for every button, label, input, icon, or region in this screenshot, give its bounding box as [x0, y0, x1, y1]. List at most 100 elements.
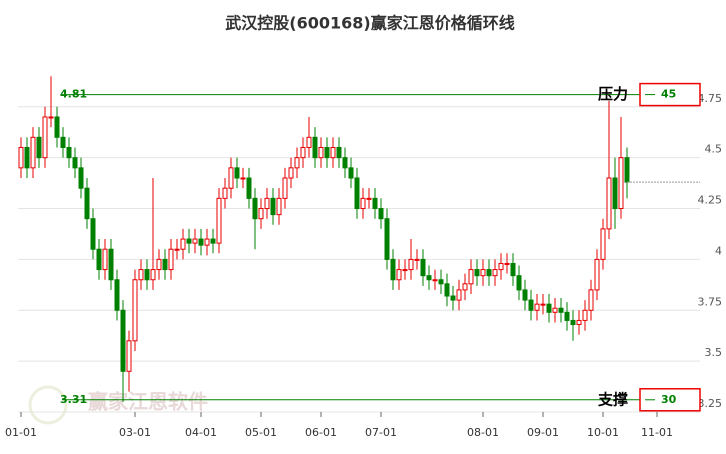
- x-tick-label: 01-01: [5, 426, 37, 439]
- cycle-box: [639, 388, 701, 412]
- candle-body: [354, 177, 360, 210]
- candle-body: [504, 262, 510, 265]
- candle-body: [432, 279, 438, 282]
- y-tick-label: 4.5: [705, 143, 723, 156]
- x-tick-label: 07-01: [365, 426, 397, 439]
- y-tick-label: 4: [715, 244, 722, 257]
- candle-body: [240, 177, 246, 180]
- x-tick-label: 08-01: [467, 426, 499, 439]
- y-tick-label: 4.25: [698, 194, 723, 207]
- y-tick-label: 3.75: [698, 295, 723, 308]
- candle-body: [342, 157, 348, 169]
- candle-body: [300, 146, 306, 159]
- level-name: 支撑: [597, 390, 628, 408]
- candle-body: [90, 218, 96, 250]
- candle-body: [582, 309, 588, 321]
- candle-body: [600, 228, 606, 260]
- cycle-value: 30: [661, 393, 677, 406]
- candle-body: [132, 279, 138, 342]
- watermark-logo: [28, 385, 68, 425]
- x-tick-label: 03-01: [119, 426, 151, 439]
- candle-body: [234, 167, 240, 179]
- candle-body: [312, 136, 318, 159]
- candle-body: [150, 269, 156, 281]
- candle-body: [228, 167, 234, 189]
- candle-body: [594, 258, 600, 291]
- candle-body: [528, 299, 534, 311]
- candle-body: [462, 283, 468, 291]
- x-tick-label: 11-01: [641, 426, 673, 439]
- candle-body: [84, 187, 90, 220]
- candle-body: [156, 258, 162, 271]
- candle-body: [540, 303, 546, 306]
- candle-body: [306, 136, 312, 148]
- candle-body: [264, 197, 270, 210]
- candle-body: [390, 258, 396, 281]
- candle-body: [360, 197, 366, 210]
- candle-body: [186, 238, 192, 244]
- x-tick-label: 06-01: [305, 426, 337, 439]
- candle-body: [330, 146, 336, 159]
- candle-body: [204, 238, 210, 246]
- candle-body: [336, 146, 342, 159]
- candle-body: [606, 177, 612, 230]
- candle-body: [222, 187, 228, 199]
- candle-body: [486, 269, 492, 277]
- candle-body: [480, 269, 486, 277]
- candle-body: [108, 248, 114, 281]
- candle-body: [258, 208, 264, 220]
- candle-body: [414, 258, 420, 261]
- candle-body: [426, 275, 432, 281]
- candle-body: [216, 197, 222, 244]
- candle-body: [162, 258, 168, 271]
- candle-body: [174, 248, 180, 251]
- cycle-box: [639, 82, 701, 107]
- candle-body: [534, 303, 540, 311]
- candle-body: [96, 248, 102, 271]
- x-tick-label: 10-01: [587, 426, 619, 439]
- candle-body: [612, 177, 618, 210]
- candle-body: [624, 157, 630, 183]
- candle-body: [618, 157, 624, 210]
- candle-body: [522, 289, 528, 301]
- candle-body: [576, 319, 582, 326]
- candle-body: [588, 289, 594, 311]
- candle-body: [282, 177, 288, 199]
- candle-body: [276, 197, 282, 216]
- candle-body: [24, 146, 30, 169]
- candle-body: [396, 269, 402, 281]
- candle-body: [552, 307, 558, 313]
- candle-body: [30, 136, 36, 169]
- candle-body: [378, 208, 384, 220]
- candle-body: [60, 136, 66, 148]
- candle-body: [270, 197, 276, 216]
- candle-body: [456, 289, 462, 301]
- candle-body: [408, 258, 414, 271]
- y-tick-label: 3.25: [698, 397, 723, 410]
- x-tick-label: 04-01: [185, 426, 217, 439]
- candle-body: [180, 238, 186, 250]
- candle-body: [318, 146, 324, 159]
- candle-body: [288, 167, 294, 179]
- candle-body: [546, 303, 552, 313]
- candle-body: [114, 279, 120, 311]
- level-value: 4.81: [60, 88, 87, 101]
- y-tick-label: 3.5: [705, 346, 723, 359]
- candle-body: [468, 269, 474, 285]
- candle-body: [324, 146, 330, 159]
- level-value: 3.31: [60, 393, 87, 406]
- candle-body: [516, 275, 522, 291]
- candle-body: [474, 269, 480, 277]
- candle-body: [36, 136, 42, 159]
- candle-body: [78, 167, 84, 189]
- cycle-value: 45: [661, 88, 676, 101]
- candle-body: [570, 319, 576, 326]
- candle-body: [450, 295, 456, 301]
- candle-body: [558, 307, 564, 313]
- x-tick-label: 09-01: [527, 426, 559, 439]
- candle-body: [210, 238, 216, 244]
- candle-body: [144, 269, 150, 281]
- candle-body: [564, 311, 570, 321]
- watermark: 赢家江恩软件: [88, 390, 208, 414]
